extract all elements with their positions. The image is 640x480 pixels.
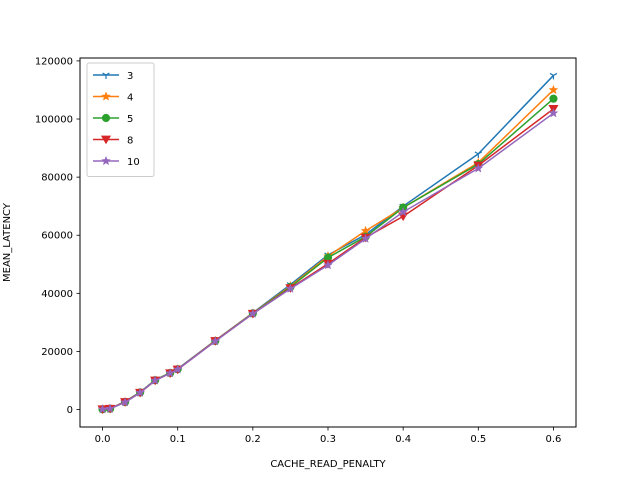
y-tick-label: 40000 — [41, 289, 73, 300]
data-point — [549, 94, 558, 103]
x-axis-ticks: 0.0 0.1 0.2 0.3 0.4 0.5 0.6 — [95, 427, 562, 445]
data-point — [105, 403, 116, 413]
legend-label: 10 — [127, 157, 140, 168]
x-tick-label: 0.5 — [470, 434, 486, 445]
y-axis-ticks: 0 20000 40000 60000 80000 100000 120000 — [35, 56, 80, 416]
x-tick-label: 0.3 — [320, 434, 336, 445]
y-tick-label: 60000 — [41, 231, 73, 242]
data-point — [323, 259, 333, 270]
data-point — [172, 364, 183, 374]
legend: 3 4 5 8 10 — [86, 62, 155, 177]
data-point — [247, 308, 258, 318]
legend-item: 5 — [93, 113, 133, 125]
data-point — [210, 336, 221, 346]
legend-marker — [101, 155, 111, 166]
legend-item: 4 — [93, 91, 133, 104]
legend-label: 3 — [127, 71, 133, 82]
y-tick-label: 100000 — [35, 115, 73, 126]
y-tick-label: 120000 — [35, 56, 73, 67]
y-tick-label: 20000 — [41, 347, 73, 358]
x-tick-label: 0.2 — [245, 434, 261, 445]
legend-item: 10 — [93, 155, 140, 168]
data-point — [473, 163, 484, 173]
data-point — [360, 233, 371, 243]
data-point — [165, 368, 176, 378]
data-point — [97, 404, 108, 414]
y-tick-label: 80000 — [41, 173, 73, 184]
y-tick-label: 0 — [67, 405, 73, 416]
x-tick-label: 0.1 — [170, 434, 186, 445]
data-point — [150, 375, 161, 385]
data-point — [549, 72, 558, 80]
series-layer — [97, 72, 559, 415]
legend-item: 3 — [93, 71, 133, 82]
legend-marker — [102, 72, 110, 79]
x-axis-label: CACHE_READ_PENALTY — [270, 459, 386, 470]
legend-item: 8 — [93, 136, 133, 147]
legend-box — [86, 62, 155, 177]
x-tick-label: 0.6 — [546, 434, 562, 445]
data-point — [474, 151, 483, 158]
series-10 — [97, 107, 559, 414]
legend-label: 8 — [127, 136, 133, 147]
legend-marker — [100, 135, 112, 145]
data-point — [548, 107, 559, 118]
legend-marker — [101, 91, 111, 101]
data-point — [398, 206, 409, 217]
x-tick-label: 0.4 — [395, 434, 411, 445]
data-point — [120, 397, 131, 407]
x-tick-label: 0.0 — [95, 434, 111, 445]
data-point — [285, 283, 296, 293]
legend-label: 5 — [127, 114, 133, 125]
data-point — [548, 84, 559, 95]
legend-marker — [101, 113, 111, 123]
legend-label: 4 — [127, 93, 133, 104]
data-point — [135, 387, 146, 397]
y-axis-label: MEAN_LATENCY — [2, 202, 13, 282]
